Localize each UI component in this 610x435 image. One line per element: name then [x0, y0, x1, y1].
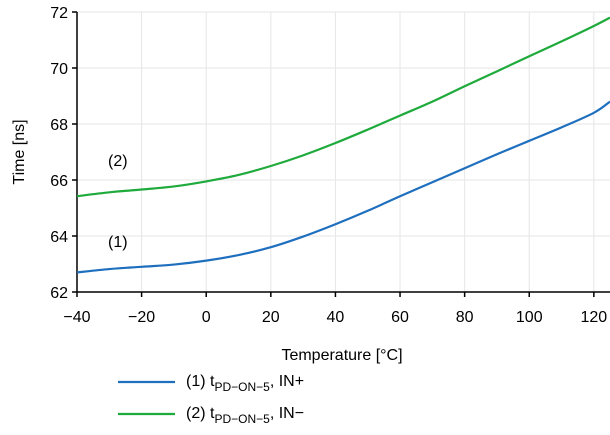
legend-prefix: (2) t — [186, 405, 215, 422]
series-line-2 — [76, 16, 610, 198]
axes — [76, 12, 610, 293]
legend-subscript: PD−ON−5 — [214, 412, 270, 426]
legend: (1) tPD−ON−5, IN+(2) tPD−ON−5, IN− — [118, 373, 304, 426]
y-tick-label: 72 — [50, 5, 68, 22]
x-tick-label: 120 — [580, 309, 607, 326]
y-axis-label: Time [ns] — [11, 119, 28, 184]
y-tick-label: 66 — [50, 173, 68, 190]
x-tick-label: 20 — [262, 309, 280, 326]
ticks: −40 −20 0 20 40 60 80 100 120 62 64 66 68 70 72 — [50, 5, 607, 326]
x-axis-label: Temperature [°C] — [281, 347, 402, 364]
legend-entry-1: (1) tPD−ON−5, IN+ — [186, 373, 304, 394]
x-tick-label: −40 — [63, 309, 90, 326]
x-tick-label: 0 — [202, 309, 211, 326]
x-tick-label: 100 — [516, 309, 543, 326]
gridlines — [76, 11, 610, 293]
curve-labels: (1) (2) — [108, 153, 128, 251]
y-tick-label: 64 — [50, 229, 68, 246]
series-lines — [76, 16, 610, 274]
legend-entry-2: (2) tPD−ON−5, IN− — [186, 405, 304, 426]
curve-label-1: (1) — [108, 234, 128, 251]
legend-suffix: , IN− — [270, 405, 304, 422]
legend-subscript: PD−ON−5 — [214, 380, 270, 394]
legend-suffix: , IN+ — [270, 373, 304, 390]
x-tick-label: 40 — [327, 309, 345, 326]
x-tick-label: −20 — [128, 309, 155, 326]
x-tick-label: 80 — [456, 309, 474, 326]
y-tick-label: 70 — [50, 61, 68, 78]
series-line-1 — [76, 100, 610, 274]
x-tick-label: 60 — [391, 309, 409, 326]
y-tick-label: 62 — [50, 285, 68, 302]
legend-prefix: (1) t — [186, 373, 215, 390]
y-tick-label: 68 — [50, 117, 68, 134]
curve-label-2: (2) — [108, 153, 128, 170]
